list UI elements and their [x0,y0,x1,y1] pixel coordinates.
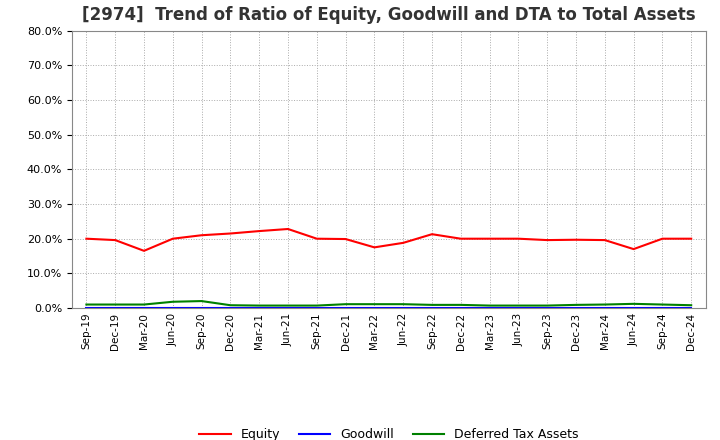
Goodwill [341,305,350,311]
Deferred Tax Assets [226,303,235,308]
Goodwill [370,305,379,311]
Equity [255,228,264,234]
Deferred Tax Assets [514,303,523,308]
Deferred Tax Assets [687,303,696,308]
Goodwill [687,305,696,311]
Goodwill [600,305,609,311]
Legend: Equity, Goodwill, Deferred Tax Assets: Equity, Goodwill, Deferred Tax Assets [194,423,583,440]
Goodwill [197,305,206,311]
Goodwill [658,305,667,311]
Goodwill [111,305,120,311]
Equity [111,238,120,243]
Deferred Tax Assets [82,302,91,307]
Goodwill [428,305,436,311]
Title: [2974]  Trend of Ratio of Equity, Goodwill and DTA to Total Assets: [2974] Trend of Ratio of Equity, Goodwil… [82,6,696,24]
Equity [572,237,580,242]
Deferred Tax Assets [370,301,379,307]
Deferred Tax Assets [341,301,350,307]
Deferred Tax Assets [629,301,638,307]
Equity [312,236,321,241]
Deferred Tax Assets [658,302,667,307]
Equity [456,236,465,241]
Deferred Tax Assets [312,303,321,308]
Deferred Tax Assets [600,302,609,307]
Equity [226,231,235,236]
Equity [485,236,494,241]
Goodwill [514,305,523,311]
Equity [370,245,379,250]
Deferred Tax Assets [485,303,494,308]
Equity [341,236,350,242]
Line: Equity: Equity [86,229,691,251]
Equity [658,236,667,241]
Goodwill [168,305,177,311]
Goodwill [485,305,494,311]
Deferred Tax Assets [111,302,120,307]
Equity [600,238,609,243]
Equity [543,238,552,243]
Goodwill [284,305,292,311]
Line: Deferred Tax Assets: Deferred Tax Assets [86,301,691,305]
Goodwill [399,305,408,311]
Goodwill [226,305,235,311]
Equity [687,236,696,241]
Deferred Tax Assets [428,302,436,308]
Equity [140,248,148,253]
Goodwill [312,305,321,311]
Goodwill [82,305,91,311]
Equity [168,236,177,241]
Deferred Tax Assets [255,303,264,308]
Equity [514,236,523,241]
Goodwill [255,305,264,311]
Deferred Tax Assets [197,298,206,304]
Deferred Tax Assets [572,302,580,308]
Goodwill [140,305,148,311]
Goodwill [572,305,580,311]
Deferred Tax Assets [456,302,465,308]
Equity [399,240,408,246]
Deferred Tax Assets [284,303,292,308]
Equity [428,231,436,237]
Deferred Tax Assets [168,299,177,304]
Equity [82,236,91,241]
Equity [629,246,638,252]
Equity [284,226,292,231]
Goodwill [629,305,638,311]
Deferred Tax Assets [543,303,552,308]
Deferred Tax Assets [140,302,148,307]
Goodwill [456,305,465,311]
Goodwill [543,305,552,311]
Equity [197,233,206,238]
Deferred Tax Assets [399,301,408,307]
